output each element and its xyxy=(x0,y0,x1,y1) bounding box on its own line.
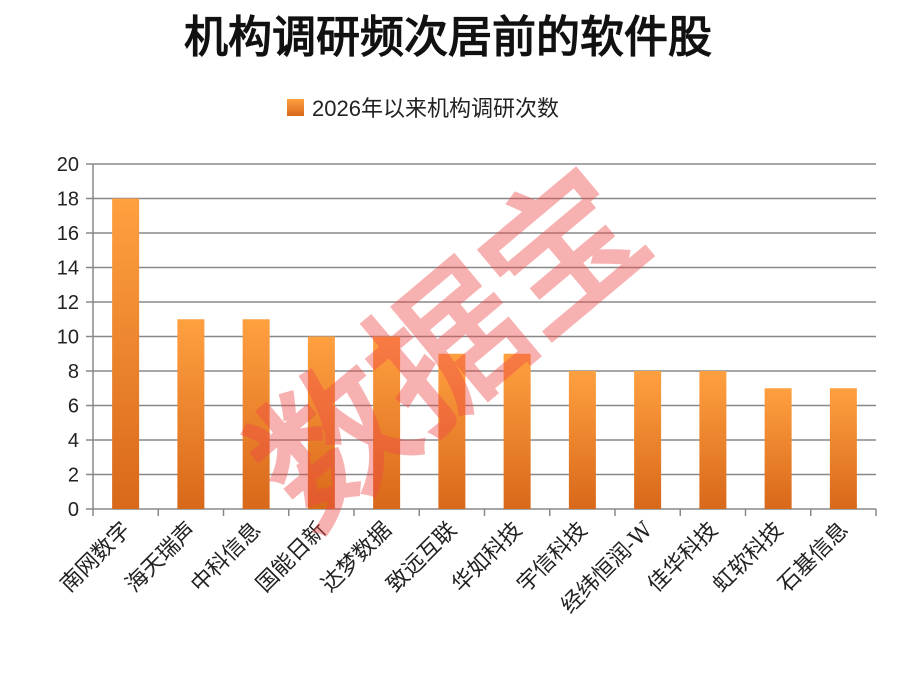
bar xyxy=(764,388,792,509)
x-tick-label: 华如科技 xyxy=(447,518,527,598)
y-tick-label: 16 xyxy=(57,223,79,245)
y-tick-label: 10 xyxy=(57,327,79,349)
bar xyxy=(699,371,727,509)
bar xyxy=(634,371,662,509)
y-tick-label: 14 xyxy=(57,258,79,280)
y-axis-ticks: 0 2 4 6 8 10 12 14 16 18 20 xyxy=(57,154,93,521)
gridlines xyxy=(93,163,876,510)
legend: 2026年以来机构调研次数 xyxy=(287,96,559,121)
y-tick-label: 18 xyxy=(57,189,79,211)
bars xyxy=(112,198,857,509)
x-tick-label: 石基信息 xyxy=(774,518,854,598)
chart-title: 机构调研频次居前的软件股 xyxy=(184,12,712,63)
bar xyxy=(503,353,531,509)
x-tick-label: 致远互联 xyxy=(382,518,462,598)
x-tick-label: 南网数字 xyxy=(56,518,136,598)
bar xyxy=(373,336,401,509)
x-tick-label: 虹软科技 xyxy=(708,518,788,598)
bar xyxy=(242,319,270,509)
legend-label: 2026年以来机构调研次数 xyxy=(312,96,559,121)
x-tick-label: 中科信息 xyxy=(186,518,266,598)
y-tick-label: 20 xyxy=(57,154,79,176)
bar xyxy=(438,353,466,509)
y-tick-label: 4 xyxy=(68,430,79,452)
x-tick-label: 海天瑞声 xyxy=(121,518,201,598)
y-tick-label: 0 xyxy=(68,499,79,521)
axes xyxy=(92,164,877,516)
legend-swatch xyxy=(287,99,304,116)
y-tick-label: 12 xyxy=(57,292,79,314)
bar xyxy=(177,319,205,509)
bar xyxy=(307,336,335,509)
x-tick-label: 佳华科技 xyxy=(643,518,723,598)
y-tick-label: 6 xyxy=(68,396,79,418)
x-axis-labels: 南网数字海天瑞声中科信息国能日新达梦数据致远互联华如科技宇信科技经纬恒润-W佳华… xyxy=(56,517,854,618)
bar xyxy=(112,198,140,509)
y-tick-label: 2 xyxy=(68,465,79,487)
bar xyxy=(568,371,596,509)
bar xyxy=(829,388,857,509)
y-tick-label: 8 xyxy=(68,361,79,383)
